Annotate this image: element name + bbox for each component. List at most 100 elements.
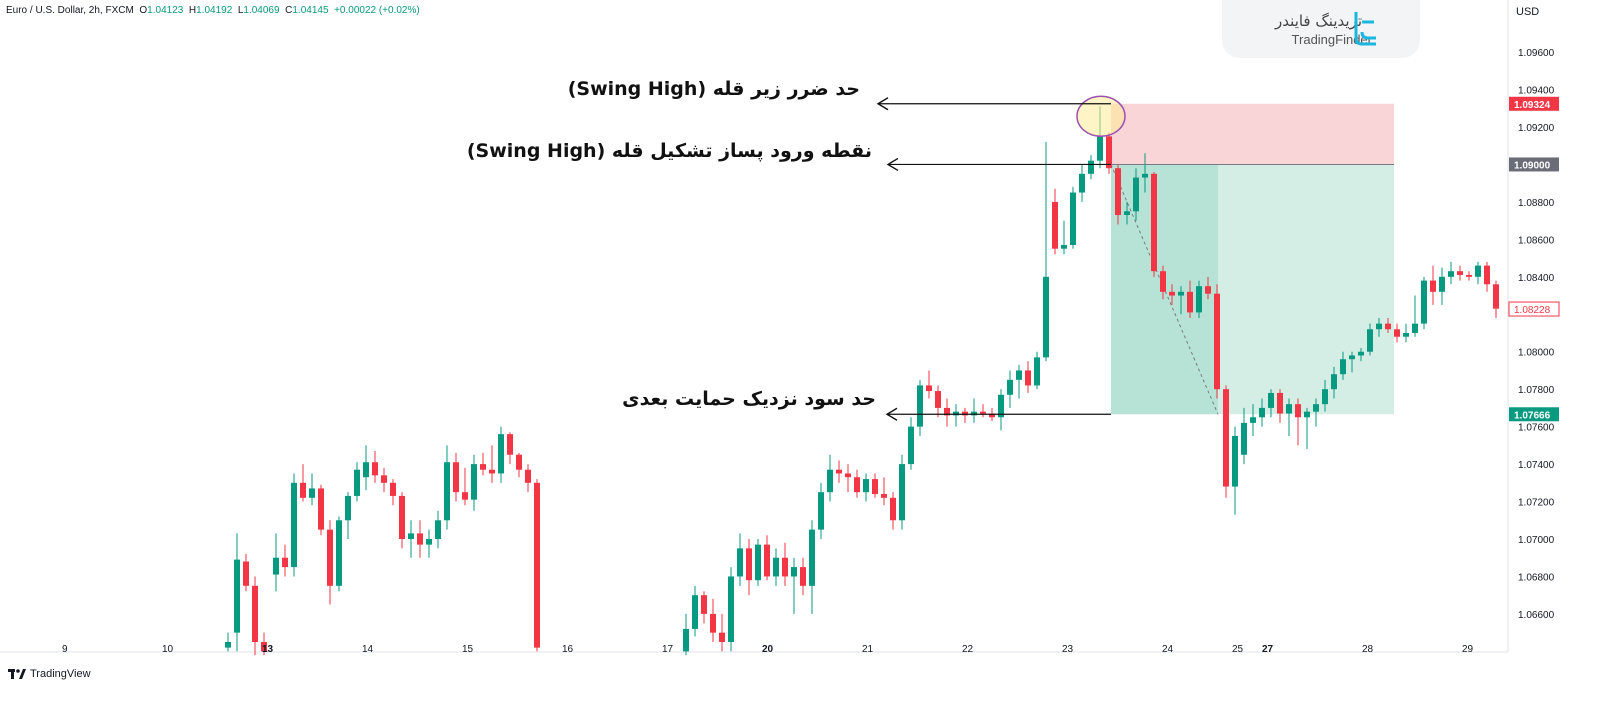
- candle-body: [1430, 280, 1436, 292]
- candle-body: [791, 567, 797, 577]
- candle-body: [1412, 323, 1418, 333]
- candle-body: [390, 482, 396, 496]
- candle-body: [782, 557, 788, 577]
- price-tick-label: 1.07800: [1518, 385, 1555, 396]
- candle-body: [1070, 192, 1076, 245]
- candle-body: [1259, 407, 1265, 418]
- candle-body: [854, 477, 860, 493]
- candle-body: [935, 391, 941, 408]
- candle-body: [1358, 351, 1364, 356]
- candle-body: [1340, 359, 1346, 375]
- close-value: 1.04145: [292, 5, 329, 16]
- stop-loss-arrow-head: [876, 97, 889, 111]
- candle-body: [701, 595, 707, 614]
- time-tick-label: 21: [862, 644, 874, 655]
- candle-body: [309, 488, 315, 498]
- candle-body: [872, 479, 878, 495]
- candle-body: [836, 469, 842, 474]
- price-tag-bg: [1509, 157, 1559, 172]
- low-value: 1.04069: [243, 5, 280, 16]
- candle-body: [728, 576, 734, 642]
- tradingview-brand: TradingView: [30, 668, 91, 680]
- candle-body: [989, 413, 995, 418]
- candle-body: [1106, 136, 1112, 169]
- annotation-take-profit: حد سود نزدیک حمایت بعدی: [622, 388, 876, 410]
- candle-body: [327, 529, 333, 586]
- entry-arrow-head: [886, 157, 899, 172]
- candle-body: [1052, 201, 1058, 249]
- price-tick-label: 1.06600: [1518, 610, 1555, 621]
- candle-body: [710, 613, 716, 633]
- candle-body: [444, 462, 450, 521]
- candle-body: [818, 492, 824, 530]
- candle-body: [1376, 323, 1382, 330]
- candle-body: [507, 434, 513, 455]
- candle-body: [863, 479, 869, 493]
- time-tick-label: 25: [1232, 644, 1244, 655]
- take-profit-zone: [1218, 164, 1394, 415]
- candle-body: [471, 464, 477, 500]
- candle-body: [1367, 329, 1373, 352]
- candle-body: [225, 642, 231, 648]
- candle-body: [234, 559, 240, 633]
- candle-body: [1043, 276, 1049, 358]
- candle-body: [1151, 173, 1157, 272]
- candle-body: [1034, 357, 1040, 386]
- tradingfinder-logo-icon: [1354, 12, 1376, 46]
- candle-body: [1322, 389, 1328, 405]
- candle-body: [291, 482, 297, 568]
- candle-body: [1232, 436, 1238, 487]
- candle-body: [800, 567, 806, 586]
- candle-body: [462, 492, 468, 500]
- candle-body: [534, 482, 540, 648]
- candle-body: [1250, 417, 1256, 423]
- candle-body: [525, 469, 531, 483]
- open-value: 1.04123: [147, 5, 184, 16]
- candle-body: [1088, 160, 1094, 174]
- price-tag-bg: [1509, 96, 1559, 111]
- candle-body: [827, 469, 833, 493]
- symbol-header: Euro / U.S. Dollar, 2h, FXCM O1.04123 H1…: [6, 5, 420, 16]
- candle-body: [1115, 168, 1121, 216]
- price-tag-bg: [1509, 407, 1559, 422]
- change-value: +0.00022 (+0.02%): [334, 5, 420, 16]
- price-tag-label: 1.09324: [1514, 100, 1551, 111]
- candle-body: [944, 407, 950, 416]
- candle-body: [1331, 374, 1337, 390]
- candle-body: [480, 464, 486, 470]
- price-tick-label: 1.09200: [1518, 123, 1555, 134]
- price-tick-label: 1.07000: [1518, 535, 1555, 546]
- candle-body: [453, 462, 459, 493]
- candle-body: [261, 642, 267, 652]
- watermark-name-en: TradingFinder: [1291, 32, 1372, 47]
- candle-body: [354, 469, 360, 496]
- candle-body: [408, 533, 414, 539]
- candle-body: [273, 557, 279, 575]
- time-tick-label: 17: [662, 644, 674, 655]
- price-tick-label: 1.08600: [1518, 235, 1555, 246]
- candle-body: [381, 475, 387, 483]
- candle-body: [489, 469, 495, 474]
- price-tag-bg: [1508, 301, 1560, 317]
- time-tick-label: 28: [1362, 644, 1374, 655]
- price-tick-label: 1.09600: [1518, 48, 1555, 59]
- price-tick-label: 1.08800: [1518, 198, 1555, 209]
- time-tick-label: 20: [762, 644, 774, 655]
- tradingview-footer[interactable]: TradingView: [8, 668, 91, 680]
- candle-body: [1025, 370, 1031, 386]
- watermark-name-fa: تریدینگ فایندر: [1275, 12, 1362, 30]
- symbol-name: Euro / U.S. Dollar, 2h, FXCM: [6, 5, 134, 16]
- candle-body: [692, 595, 698, 629]
- candle-body: [1133, 177, 1139, 212]
- price-tick-label: 1.08400: [1518, 273, 1555, 284]
- annotation-stop-loss: حد ضرر زیر قله (Swing High): [567, 78, 860, 100]
- candle-body: [1205, 286, 1211, 294]
- candle-body: [1097, 136, 1103, 161]
- time-tick-label: 23: [1062, 644, 1074, 655]
- stop-loss-zone: [1111, 103, 1394, 165]
- time-tick-label: 22: [962, 644, 974, 655]
- candle-body: [1295, 404, 1301, 418]
- candle-body: [953, 411, 959, 416]
- currency-label[interactable]: USD: [1516, 6, 1540, 18]
